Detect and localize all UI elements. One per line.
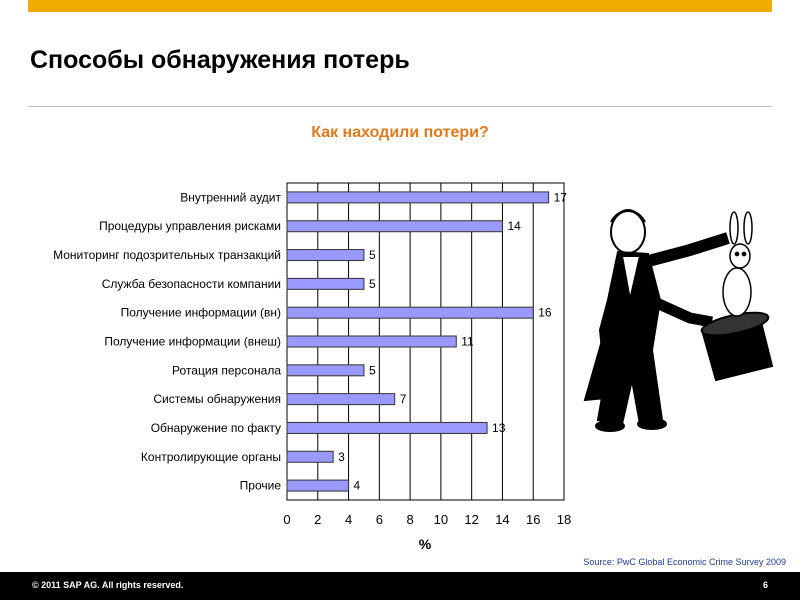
x-tick-label: 12 (464, 512, 478, 527)
x-tick-label: 10 (434, 512, 448, 527)
x-tick-label: 6 (376, 512, 383, 527)
bar (286, 277, 365, 290)
category-label: Контролирующие органы (141, 450, 281, 464)
value-label: 5 (369, 248, 376, 262)
category-label: Процедуры управления рисками (99, 219, 281, 233)
x-tick-label: 4 (345, 512, 352, 527)
category-label: Получение информации (внеш) (104, 335, 281, 349)
bar (286, 450, 334, 463)
top-hat-icon (700, 311, 774, 382)
footer-bar: © 2011 SAP AG. All rights reserved. 6 (0, 572, 800, 600)
x-tick-label: 0 (283, 512, 290, 527)
x-tick-label: 8 (406, 512, 413, 527)
category-label: Системы обнаружения (153, 392, 281, 406)
bar (286, 191, 550, 204)
x-tick-label: 18 (557, 512, 571, 527)
value-label: 11 (461, 335, 474, 349)
bar (286, 249, 365, 262)
chart-title: Как находили потери? (311, 124, 489, 141)
rabbit-icon (722, 211, 753, 317)
category-label: Прочие (240, 479, 282, 493)
category-label: Внутренний аудит (180, 190, 281, 204)
bar (286, 364, 365, 377)
category-label: Обнаружение по факту (151, 421, 281, 435)
page-number: 6 (762, 580, 768, 590)
bar-chart: 0 2 4 6 8 10 12 14 16 18% Внутренний аудит 17 Процед… (53, 182, 571, 552)
title-divider (28, 106, 772, 107)
x-tick-label: 16 (526, 512, 540, 527)
top-accent-bar (28, 0, 772, 12)
slide-title: Способы обнаружения потерь (30, 46, 410, 74)
bar (286, 393, 396, 406)
category-label: Получение информации (вн) (121, 306, 281, 320)
bar (286, 335, 457, 348)
category-label: Служба безопасности компании (102, 277, 281, 291)
copyright-text: © 2011 SAP AG. All rights reserved. (32, 580, 184, 590)
category-label: Ротация персонала (172, 363, 281, 377)
bar (286, 479, 350, 492)
x-tick-label: 14 (495, 512, 509, 527)
value-label: 3 (338, 450, 345, 464)
value-label: 14 (507, 219, 521, 233)
value-label: 7 (400, 392, 407, 406)
bar (286, 220, 503, 233)
value-label: 5 (369, 363, 376, 377)
category-label: Мониторинг подозрительных транзакций (53, 248, 281, 262)
value-label: 17 (554, 190, 568, 204)
bar (286, 306, 534, 319)
source-note: Source: PwC Global Economic Crime Survey… (583, 557, 786, 567)
value-label: 5 (369, 277, 376, 291)
x-tick-label: 2 (314, 512, 321, 527)
bar (286, 421, 488, 434)
x-axis-label: % (419, 536, 432, 552)
magician-icon (583, 208, 730, 432)
value-label: 16 (538, 306, 552, 320)
value-label: 4 (354, 479, 361, 493)
value-label: 13 (492, 421, 506, 435)
